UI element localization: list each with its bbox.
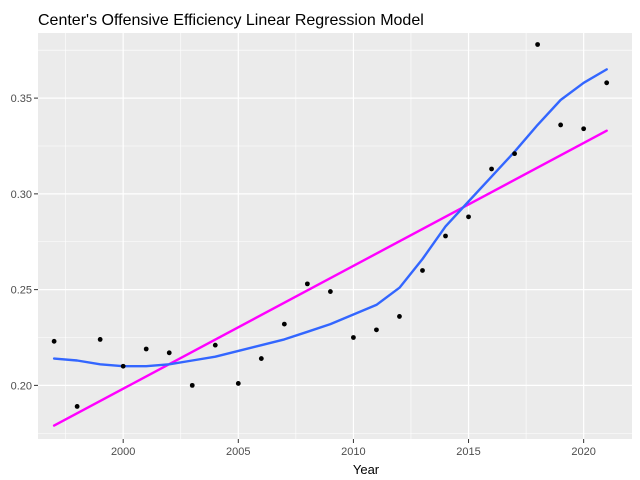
- data-point: [489, 166, 494, 172]
- x-tick-label: 2000: [111, 446, 135, 458]
- data-point: [166, 350, 172, 356]
- y-tick-label: 0.25: [11, 285, 32, 297]
- data-points: [51, 42, 610, 409]
- x-tick-label: 2005: [226, 446, 250, 458]
- data-point: [51, 338, 57, 344]
- x-tick-label: 2015: [456, 446, 480, 458]
- y-tick-label: 0.35: [11, 93, 32, 105]
- y-tick-label: 0.30: [11, 189, 32, 201]
- data-point: [212, 342, 218, 348]
- data-point: [466, 214, 471, 220]
- data-point: [74, 404, 80, 409]
- data-point: [258, 356, 264, 361]
- data-point: [304, 281, 310, 287]
- y-axis: 0.20 0.25 0.30 0.35: [11, 93, 38, 392]
- data-point: [189, 382, 195, 388]
- x-axis: 2000 2005 2010 2015 2020: [111, 439, 596, 458]
- data-point: [235, 381, 241, 386]
- data-point: [397, 314, 402, 319]
- data-point: [97, 337, 103, 342]
- data-point: [281, 321, 287, 327]
- data-point: [581, 126, 587, 132]
- plot-panel: [38, 33, 632, 439]
- x-tick-label: 2010: [341, 446, 365, 458]
- data-point: [443, 233, 448, 239]
- data-point: [604, 80, 610, 86]
- data-point: [512, 151, 517, 157]
- regression-line: [52, 129, 608, 427]
- data-point: [143, 346, 149, 352]
- grid-major: [38, 33, 632, 439]
- x-axis-title: Year: [353, 462, 380, 477]
- data-point: [327, 289, 333, 294]
- y-tick-label: 0.20: [11, 380, 32, 392]
- data-point: [420, 268, 425, 273]
- data-point: [535, 42, 541, 47]
- data-point: [120, 363, 126, 369]
- data-point: [351, 335, 356, 340]
- data-point: [558, 122, 564, 128]
- chart-title: Center's Offensive Efficiency Linear Reg…: [38, 12, 424, 29]
- grid-minor: [38, 33, 632, 439]
- data-point: [374, 327, 379, 333]
- x-tick-label: 2020: [571, 446, 595, 458]
